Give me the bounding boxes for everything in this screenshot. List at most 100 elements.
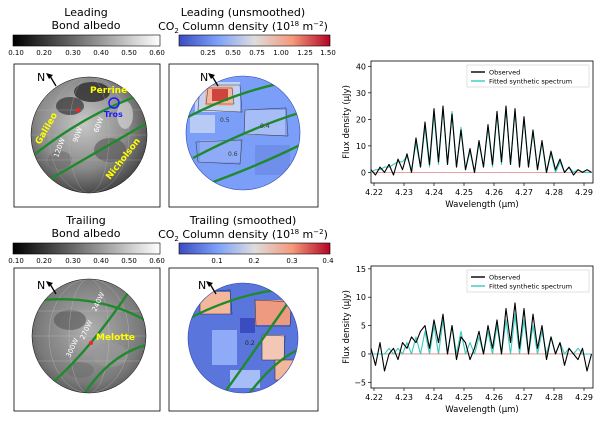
x-tick-label: 4.22 <box>365 188 383 197</box>
x-tick-label: 4.26 <box>485 188 503 197</box>
cbar-tick-label: 0.75 <box>249 49 265 57</box>
trailing-co2-map <box>188 283 298 393</box>
trailing-albedo-title-1: Trailing <box>65 214 106 227</box>
north-arrowhead-icon <box>206 281 213 287</box>
cbar-tick-label: 0.50 <box>225 49 241 57</box>
contour-label: 0.6 <box>228 151 238 158</box>
north-arrow-icon <box>211 75 219 87</box>
leading-co2-panel: Leading (unsmoothed) CO2 Column density … <box>158 6 336 208</box>
legend-label: Observed <box>489 69 520 77</box>
feature-label-perrine: Perrine <box>90 86 127 96</box>
leading-co2-map <box>186 76 300 190</box>
legend-box <box>466 269 590 293</box>
sub-observer-point-icon <box>89 341 93 345</box>
trailing-co2-panel: Trailing (smoothed) CO2 Column density (… <box>158 214 334 412</box>
leading-co2-frame <box>168 63 319 208</box>
trailing-co2-colorbar-ticks: 0.1 0.2 0.3 0.4 <box>211 257 334 265</box>
x-axis-label: Wavelength (μm) <box>445 200 518 210</box>
trailing-co2-title-2: CO2 Column density (1018 m−2) <box>158 228 328 243</box>
series-line-observed <box>370 302 593 372</box>
leading-co2-title-2: CO2 Column density (1018 m−2) <box>158 20 328 35</box>
cbar-tick-label: 0.40 <box>93 49 109 57</box>
leading-co2-colorbar-ticks: 0.25 0.50 0.75 1.00 1.25 1.50 <box>200 49 336 57</box>
leading-albedo-title-2: Bond albedo <box>52 19 121 32</box>
y-tick-label: 5 <box>361 322 366 331</box>
legend-label: Observed <box>489 274 520 282</box>
cbar-tick-label: 0.2 <box>248 257 259 265</box>
sub-observer-point-icon <box>76 108 80 112</box>
cbar-tick-label: 0.10 <box>8 49 24 57</box>
trailing-spectrum-chart: 4.22 4.23 4.24 4.25 4.26 4.27 4.28 4.29 −5 0 5 10 15… <box>342 265 594 415</box>
trailing-albedo-colorbar <box>12 242 161 255</box>
cbar-tick-label: 0.20 <box>36 257 52 265</box>
cbar-tick-label: 0.30 <box>65 257 81 265</box>
cbar-tick-label: 0.40 <box>93 257 109 265</box>
leading-spectrum-chart: 4.22 4.23 4.24 4.25 4.26 4.27 4.28 4.29 0 10 20 30 4… <box>342 60 594 210</box>
y-tick-label: 20 <box>356 115 366 124</box>
leading-albedo-colorbar-ticks: 0.10 0.20 0.30 0.40 0.50 0.60 <box>8 49 165 57</box>
trailing-albedo-frame <box>13 267 161 412</box>
legend-box <box>466 64 590 88</box>
x-tick-label: 4.25 <box>455 188 473 197</box>
x-tick-label: 4.24 <box>425 393 443 402</box>
leading-albedo-frame <box>13 63 161 208</box>
x-tick-label: 4.28 <box>545 393 563 402</box>
trailing-albedo-colorbar-ticks: 0.10 0.20 0.30 0.40 0.50 0.60 <box>8 257 165 265</box>
cbar-tick-label: 0.10 <box>8 257 24 265</box>
north-arrowhead-icon <box>46 281 53 287</box>
x-tick-label: 4.23 <box>395 393 413 402</box>
x-tick-label: 4.27 <box>515 188 533 197</box>
leading-albedo-panel: Leading Bond albedo 0.10 0.20 0.30 0.40 … <box>8 6 165 208</box>
x-tick-label: 4.29 <box>575 188 593 197</box>
tros-marker-icon <box>108 97 120 109</box>
series-line-observed <box>370 105 592 176</box>
cbar-tick-label: 0.50 <box>121 257 137 265</box>
cbar-tick-label: 0.4 <box>322 257 334 265</box>
y-tick-label: 40 <box>356 62 366 71</box>
cbar-tick-label: 0.50 <box>121 49 137 57</box>
y-tick-label: −5 <box>354 378 366 387</box>
north-arrow-icon <box>209 283 217 295</box>
cbar-tick-label: 1.25 <box>297 49 313 57</box>
north-label: N <box>37 71 45 84</box>
north-arrow-icon <box>49 283 57 295</box>
trailing-albedo-title-2: Bond albedo <box>52 227 121 240</box>
leading-co2-title-1: Leading (unsmoothed) <box>181 6 305 19</box>
leading-albedo-title-1: Leading <box>64 6 107 19</box>
x-tick-label: 4.23 <box>395 188 413 197</box>
y-tick-label: 0 <box>361 168 366 177</box>
north-arrowhead-icon <box>208 73 215 79</box>
y-tick-label: 30 <box>356 89 366 98</box>
y-axis-label: Flux density (μJy) <box>342 290 352 364</box>
x-tick-label: 4.25 <box>455 393 473 402</box>
trailing-co2-title-1: Trailing (smoothed) <box>189 214 297 227</box>
legend-label: Fitted synthetic spectrum <box>489 283 572 291</box>
x-tick-label: 4.27 <box>515 393 533 402</box>
x-tick-label: 4.29 <box>575 393 593 402</box>
cbar-tick-label: 0.60 <box>149 49 165 57</box>
feature-label-tros: Tros <box>104 110 123 119</box>
contour-label: 0.5 <box>220 117 230 124</box>
north-label: N <box>198 279 206 292</box>
north-arrowhead-icon <box>46 73 53 79</box>
north-label: N <box>200 71 208 84</box>
x-axis-label: Wavelength (μm) <box>445 405 518 415</box>
contour-label: 0.2 <box>245 340 255 347</box>
cbar-tick-label: 0.60 <box>149 257 165 265</box>
trailing-albedo-panel: Trailing Bond albedo 0.10 0.20 0.30 0.40… <box>8 214 165 412</box>
trailing-co2-frame <box>168 267 319 412</box>
cbar-tick-label: 0.30 <box>65 49 81 57</box>
x-tick-label: 4.22 <box>365 393 383 402</box>
x-tick-label: 4.26 <box>485 393 503 402</box>
north-arrow-icon <box>49 75 57 87</box>
y-tick-label: 10 <box>356 142 366 151</box>
feature-label-melotte: Melotte <box>96 333 135 343</box>
y-axis-label: Flux density (μJy) <box>342 85 352 159</box>
cbar-tick-label: 1.50 <box>320 49 336 57</box>
leading-co2-colorbar <box>178 34 331 47</box>
cbar-tick-label: 0.20 <box>36 49 52 57</box>
y-tick-label: 15 <box>356 265 366 274</box>
leading-albedo-colorbar <box>12 34 161 47</box>
cbar-tick-label: 0.25 <box>200 49 216 57</box>
